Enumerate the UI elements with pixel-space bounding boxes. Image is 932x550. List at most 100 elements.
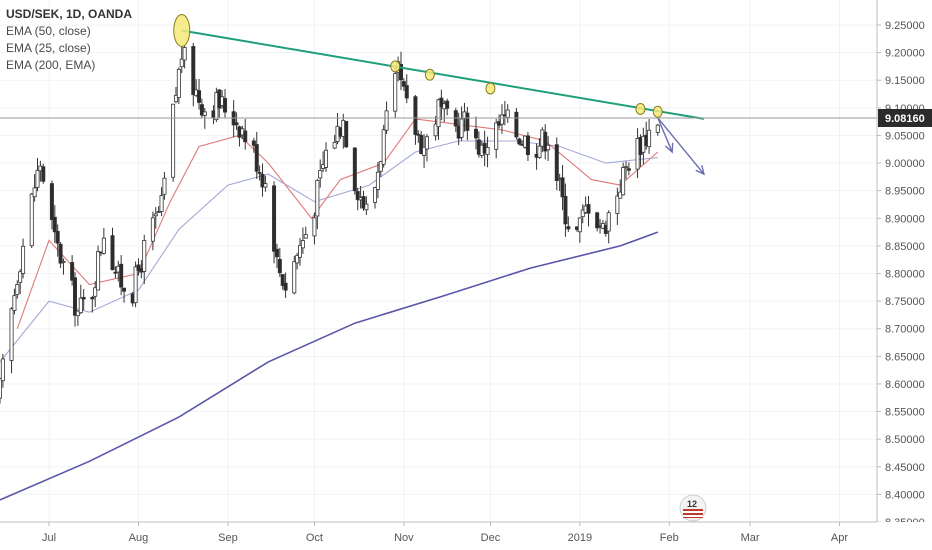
candle bbox=[344, 121, 349, 149]
chart-legend: USD/SEK, 1D, OANDA EMA (50, close) EMA (… bbox=[6, 6, 132, 74]
candle bbox=[323, 142, 328, 172]
touch-marker[interactable] bbox=[390, 60, 401, 73]
candle bbox=[93, 281, 98, 308]
y-tick-label: 8.75000 bbox=[885, 296, 925, 308]
candle bbox=[159, 187, 164, 217]
projection-arrow[interactable] bbox=[657, 117, 705, 176]
candle bbox=[514, 107, 519, 140]
candle bbox=[560, 164, 565, 211]
candle bbox=[182, 45, 187, 69]
y-tick-label: 9.25000 bbox=[885, 20, 925, 32]
y-tick-label: 9.00000 bbox=[885, 158, 925, 170]
candle bbox=[101, 227, 106, 255]
candle bbox=[595, 211, 600, 232]
candle bbox=[312, 212, 317, 245]
candle bbox=[546, 136, 551, 162]
candle bbox=[70, 255, 75, 286]
svg-text:12: 12 bbox=[687, 499, 697, 509]
candle bbox=[81, 288, 86, 311]
symbol-title[interactable]: USD/SEK, 1D, OANDA bbox=[6, 7, 133, 21]
candle bbox=[197, 78, 202, 110]
x-tick-label: Sep bbox=[218, 532, 238, 544]
candle bbox=[21, 238, 26, 279]
candle bbox=[41, 163, 46, 184]
candle bbox=[274, 243, 279, 269]
ema50-legend[interactable]: EMA (50, close) bbox=[6, 24, 91, 38]
tradingview-logo[interactable]: 12 bbox=[679, 494, 707, 522]
candle bbox=[191, 42, 196, 107]
x-tick-label: Nov bbox=[394, 532, 414, 544]
y-tick-label: 8.50000 bbox=[885, 434, 925, 446]
candle bbox=[35, 157, 40, 192]
touch-markers[interactable] bbox=[173, 14, 663, 118]
x-tick-label: 2019 bbox=[568, 532, 592, 544]
trendline[interactable] bbox=[181, 29, 705, 120]
ema25-line bbox=[16, 118, 659, 329]
candle bbox=[422, 134, 427, 169]
ema25-legend[interactable]: EMA (25, close) bbox=[6, 41, 91, 55]
candle bbox=[156, 206, 161, 213]
resistance-trendline[interactable] bbox=[181, 29, 705, 120]
candle bbox=[15, 280, 20, 299]
candle bbox=[298, 237, 303, 266]
candles bbox=[0, 42, 660, 404]
touch-marker[interactable] bbox=[424, 68, 435, 81]
candle bbox=[243, 119, 248, 150]
y-tick-label: 9.20000 bbox=[885, 48, 925, 60]
candle bbox=[49, 180, 54, 230]
candle bbox=[96, 245, 101, 291]
candle bbox=[136, 258, 141, 276]
candle bbox=[419, 130, 424, 155]
x-tick-label: Mar bbox=[741, 532, 760, 544]
y-tick-label: 8.60000 bbox=[885, 379, 925, 391]
candle bbox=[543, 124, 548, 160]
candle bbox=[257, 165, 262, 181]
y-tick-label: 8.45000 bbox=[885, 462, 925, 474]
time-axis[interactable]: Jul Aug Sep Oct Nov Dec 2019 Feb Mar Apr bbox=[0, 521, 932, 550]
candle bbox=[436, 98, 441, 140]
candle bbox=[424, 134, 429, 162]
candle bbox=[75, 310, 80, 326]
candle bbox=[647, 119, 652, 154]
grid-lines bbox=[0, 0, 877, 523]
candle bbox=[393, 68, 398, 119]
candle bbox=[78, 284, 83, 315]
candle bbox=[505, 104, 510, 123]
touch-marker[interactable] bbox=[485, 82, 496, 95]
x-tick-label: Feb bbox=[660, 532, 679, 544]
x-tick-label: Oct bbox=[306, 532, 323, 544]
candle bbox=[277, 247, 282, 277]
candle bbox=[517, 137, 522, 146]
candle bbox=[364, 196, 369, 216]
candle bbox=[378, 160, 383, 177]
candle bbox=[9, 307, 14, 374]
candle bbox=[18, 269, 23, 294]
touch-marker[interactable] bbox=[173, 14, 191, 48]
candle bbox=[626, 162, 631, 176]
candle bbox=[29, 192, 34, 249]
y-tick-label: 9.15000 bbox=[885, 75, 925, 87]
candle bbox=[375, 162, 380, 199]
touch-marker[interactable] bbox=[635, 102, 646, 115]
candle bbox=[171, 103, 176, 182]
candle bbox=[586, 195, 591, 227]
price-axis[interactable]: 9.250009.200009.150009.100009.050009.000… bbox=[876, 0, 932, 550]
candle bbox=[251, 137, 256, 153]
x-tick-label: Apr bbox=[831, 532, 848, 544]
candle bbox=[199, 98, 204, 118]
projection-arrow[interactable] bbox=[657, 117, 674, 154]
projection-arrows[interactable] bbox=[657, 117, 705, 176]
candle bbox=[254, 131, 259, 180]
candle bbox=[413, 95, 418, 145]
candle bbox=[32, 174, 37, 202]
candle bbox=[73, 272, 78, 327]
y-tick-label: 8.85000 bbox=[885, 241, 925, 253]
ema200-legend[interactable]: EMA (200, EMA) bbox=[6, 58, 96, 72]
x-tick-label: Dec bbox=[481, 532, 501, 544]
candle bbox=[0, 353, 5, 388]
candle bbox=[554, 137, 559, 191]
touch-marker[interactable] bbox=[652, 105, 663, 118]
candle bbox=[494, 118, 499, 159]
candle bbox=[300, 227, 305, 254]
